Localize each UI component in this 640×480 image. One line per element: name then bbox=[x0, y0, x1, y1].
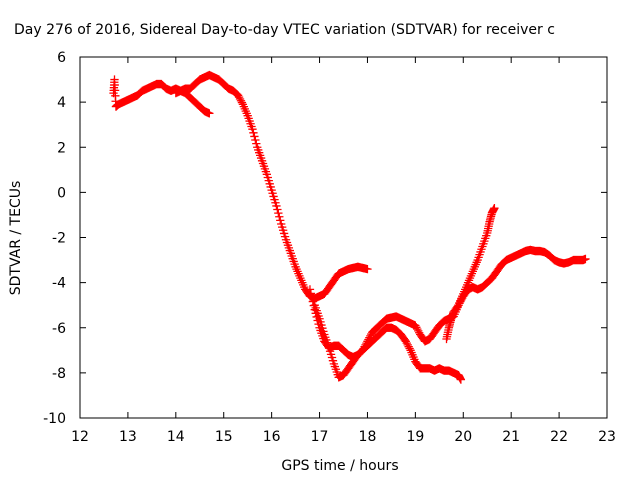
data-point bbox=[274, 208, 283, 218]
y-tick-label: -2 bbox=[52, 231, 66, 247]
data-point bbox=[248, 125, 257, 134]
data-point bbox=[327, 353, 337, 362]
data-point bbox=[490, 204, 499, 213]
data-point bbox=[326, 350, 336, 359]
x-tick-label: 20 bbox=[454, 429, 472, 445]
y-tick-label: -4 bbox=[52, 276, 66, 292]
y-axis-label: SDTVAR / TECUs bbox=[8, 181, 24, 296]
data-point bbox=[312, 312, 321, 322]
x-tick-label: 14 bbox=[167, 429, 185, 445]
data-point bbox=[272, 201, 281, 211]
data-point bbox=[363, 264, 372, 274]
series-layer bbox=[109, 70, 590, 384]
data-point bbox=[308, 297, 317, 306]
data-point bbox=[275, 212, 284, 221]
data-point bbox=[265, 179, 274, 188]
data-point bbox=[263, 173, 272, 182]
series-arc-3 bbox=[310, 245, 590, 382]
plot-frame bbox=[79, 56, 608, 419]
data-point bbox=[581, 254, 590, 264]
data-point bbox=[267, 185, 276, 195]
y-tick-label: -6 bbox=[52, 321, 66, 337]
data-point bbox=[264, 176, 273, 185]
data-point bbox=[249, 128, 258, 137]
plot-border bbox=[79, 56, 608, 419]
data-point bbox=[305, 285, 315, 294]
x-tick-label: 22 bbox=[550, 429, 568, 445]
data-point bbox=[276, 216, 285, 225]
x-axis-label: GPS time / hours bbox=[281, 458, 398, 474]
y-axis-ticks: -10 -8 -6 -4 -2 0 2 4 6 bbox=[43, 50, 607, 427]
x-tick-label: 15 bbox=[215, 429, 233, 445]
x-tick-label: 23 bbox=[598, 429, 616, 445]
data-point bbox=[278, 222, 287, 232]
data-point bbox=[273, 205, 282, 214]
x-tick-label: 19 bbox=[406, 429, 424, 445]
data-point bbox=[307, 293, 317, 302]
data-point bbox=[278, 226, 288, 235]
data-point bbox=[268, 189, 277, 198]
series-arc-5 bbox=[442, 204, 499, 344]
data-point bbox=[250, 132, 259, 141]
data-point bbox=[251, 135, 260, 145]
data-point bbox=[269, 192, 278, 201]
data-point bbox=[271, 198, 280, 207]
x-tick-label: 13 bbox=[119, 429, 137, 445]
data-point bbox=[252, 139, 261, 148]
data-point bbox=[266, 182, 275, 192]
x-tick-label: 17 bbox=[311, 429, 329, 445]
y-tick-label: -8 bbox=[52, 366, 66, 382]
x-tick-label: 18 bbox=[359, 429, 377, 445]
data-point bbox=[279, 229, 289, 238]
series-arc-2 bbox=[171, 70, 372, 303]
data-point bbox=[262, 170, 271, 179]
data-point bbox=[270, 195, 279, 204]
data-point bbox=[314, 319, 323, 329]
data-point bbox=[328, 356, 338, 365]
data-point bbox=[456, 375, 466, 384]
data-point bbox=[306, 289, 316, 298]
y-tick-label: 2 bbox=[57, 140, 66, 156]
y-tick-label: 6 bbox=[57, 50, 66, 66]
series-arc-4 bbox=[305, 285, 466, 384]
x-tick-label: 16 bbox=[263, 429, 281, 445]
chart-title: Day 276 of 2016, Sidereal Day-to-day VTE… bbox=[14, 22, 555, 38]
x-tick-label: 12 bbox=[71, 429, 89, 445]
x-tick-label: 21 bbox=[502, 429, 520, 445]
data-point bbox=[309, 301, 318, 310]
x-axis-ticks: 12 13 14 15 16 17 18 19 20 21 22 23 bbox=[71, 57, 616, 445]
data-point bbox=[310, 305, 319, 314]
y-tick-label: 4 bbox=[57, 95, 66, 111]
data-point bbox=[205, 109, 214, 118]
data-point bbox=[277, 219, 286, 229]
y-tick-label: -10 bbox=[43, 411, 66, 427]
y-tick-label: 0 bbox=[57, 185, 66, 201]
data-point bbox=[280, 232, 290, 241]
data-point bbox=[311, 309, 320, 318]
data-point bbox=[313, 316, 322, 325]
